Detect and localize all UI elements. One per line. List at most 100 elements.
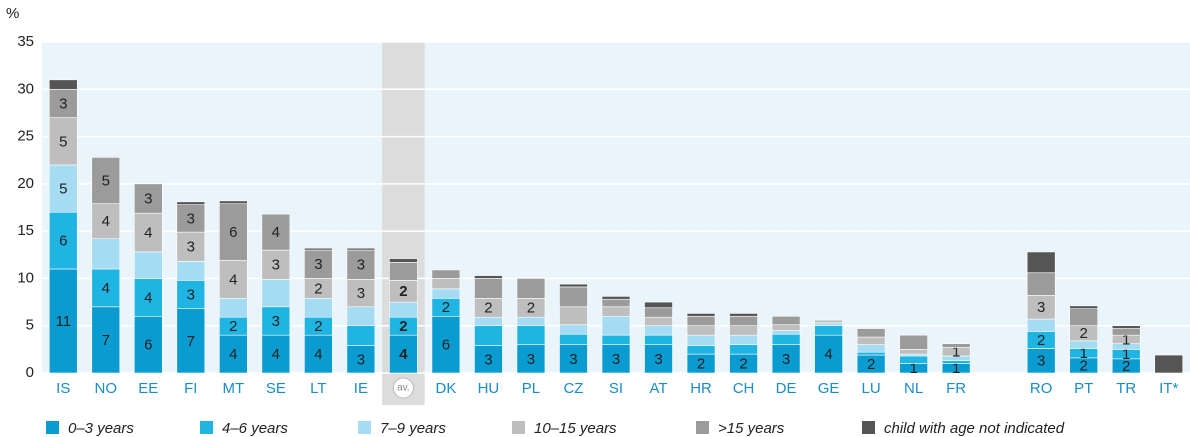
bar-segment [261, 249, 291, 280]
value-label: 2 [399, 318, 407, 335]
bar-segment [771, 344, 801, 374]
value-label: 4 [314, 346, 322, 363]
bar-segment [856, 328, 886, 338]
bar-segment [176, 204, 206, 233]
bar-segment [856, 336, 886, 345]
bar-segment [1154, 354, 1184, 374]
bar-segment [133, 315, 163, 374]
bar-segment [176, 280, 206, 309]
bar-segment [729, 325, 758, 336]
value-label: 2 [697, 356, 705, 373]
x-tick-label: SE [266, 380, 286, 397]
legend-swatch [46, 421, 59, 434]
value-label: 5 [59, 133, 67, 150]
legend-swatch [358, 421, 371, 434]
x-tick-label: NL [904, 380, 923, 397]
value-label: 3 [357, 351, 365, 368]
bar-segment [48, 117, 78, 166]
bar-segment [48, 88, 78, 118]
value-label: 3 [59, 95, 67, 112]
bar-segment [431, 315, 461, 374]
legend-label: 4–6 years [222, 420, 288, 437]
bar-segment [346, 306, 376, 327]
value-label: 5 [102, 173, 110, 190]
bar-segment [133, 251, 163, 279]
value-label: 3 [357, 257, 365, 274]
bar-segment [261, 334, 291, 374]
bar-segment [644, 325, 673, 336]
value-label: 1 [1122, 331, 1130, 348]
value-label: 2 [1037, 332, 1045, 349]
y-tick-label: 10 [17, 269, 34, 286]
bar-segment [48, 268, 78, 374]
x-tick-label: NO [95, 380, 118, 397]
highlight-marker [392, 377, 414, 399]
bar-segment [91, 268, 121, 308]
bar-segment [219, 297, 248, 318]
bar-segment [346, 325, 376, 346]
value-label: 2 [442, 299, 450, 316]
bar-segment [176, 308, 206, 374]
bar-segment [559, 283, 588, 288]
bar-segment [474, 275, 503, 279]
bar-segment [1026, 272, 1056, 296]
value-label: 3 [527, 351, 535, 368]
value-label: 4 [144, 225, 152, 242]
bar-segment [346, 247, 376, 251]
value-label: 1 [952, 344, 960, 361]
x-tick-label: LU [862, 380, 881, 397]
value-label: 4 [102, 280, 110, 297]
bar-segment [1069, 308, 1099, 327]
x-tick-label: EE [138, 380, 158, 397]
value-label: 7 [102, 332, 110, 349]
bar-segment [133, 212, 163, 253]
x-tick-label: IS [56, 380, 70, 397]
bar-segment [856, 344, 886, 353]
bar-segment [516, 325, 546, 345]
bar-segment [176, 201, 206, 205]
legend-swatch [696, 421, 709, 434]
value-label: 6 [59, 233, 67, 250]
value-label: 3 [187, 239, 195, 256]
x-tick-label: TR [1116, 380, 1136, 397]
x-tick-label: LT [310, 380, 326, 397]
value-label: 4 [824, 346, 832, 363]
value-label: 2 [314, 280, 322, 297]
legend-label: >15 years [718, 420, 785, 437]
bar-segment [389, 301, 418, 318]
legend-label: 7–9 years [380, 420, 446, 437]
x-tick-label: PL [522, 380, 540, 397]
bar-segment [771, 324, 801, 331]
bar-segment [899, 355, 928, 364]
bar-segment [91, 157, 121, 205]
legend-label: child with age not indicated [884, 420, 1065, 437]
value-label: 2 [229, 318, 237, 335]
bar-segment [1026, 251, 1056, 274]
y-tick-label: 25 [17, 128, 34, 145]
value-label: 3 [1037, 299, 1045, 316]
bar-segment [389, 258, 418, 263]
bar-segment [1111, 328, 1141, 336]
bar-segment [431, 269, 461, 279]
legend-label: 0–3 years [68, 420, 134, 437]
value-label: 3 [314, 256, 322, 273]
bar-segment [941, 343, 971, 348]
x-tick-label: MT [222, 380, 244, 397]
value-label: 4 [399, 346, 408, 363]
bar-segment [91, 203, 121, 240]
x-tick-label: RO [1030, 380, 1053, 397]
bar-segment [133, 183, 163, 214]
bar-segment [176, 231, 206, 262]
y-axis-label: % [6, 5, 19, 22]
bar-segment [1069, 305, 1099, 309]
x-tick-label: HR [690, 380, 712, 397]
value-label: 2 [1080, 325, 1088, 342]
bar-segment [899, 349, 928, 355]
legend-swatch [200, 421, 213, 434]
bar-segment [559, 324, 588, 335]
bar-segment [516, 344, 546, 374]
bar-segment [304, 334, 333, 374]
x-tick-label: CH [733, 380, 755, 397]
bar-segment [346, 345, 376, 374]
